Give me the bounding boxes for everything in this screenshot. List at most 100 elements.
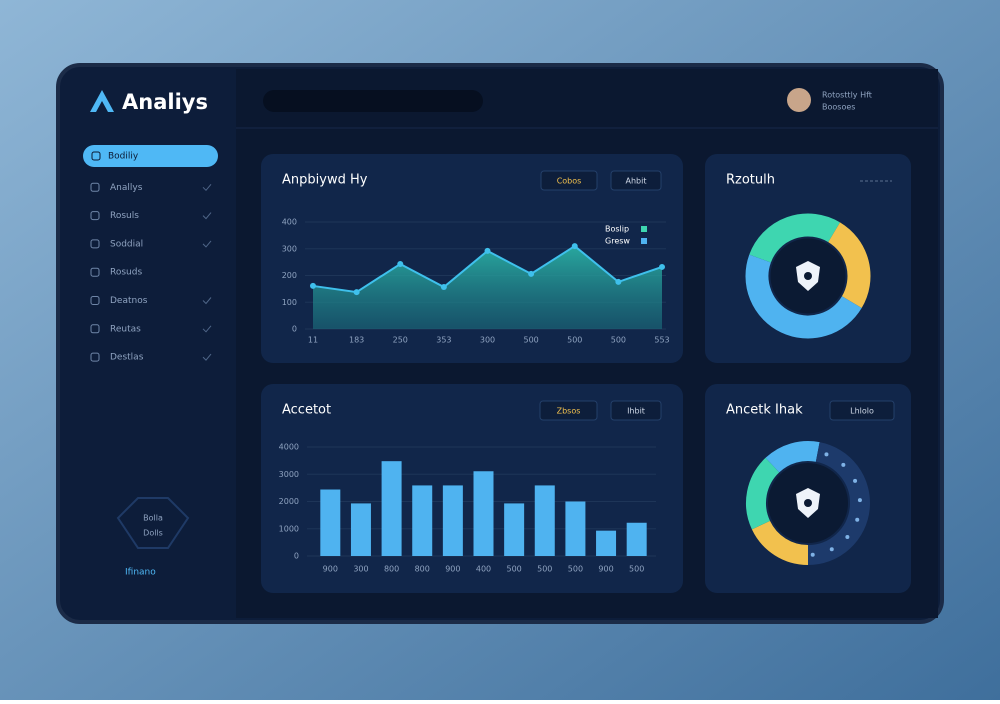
sidebar-item[interactable]: Rosuls [110,211,139,221]
card-title: Rzotulh [726,173,775,188]
bar [381,461,402,556]
donut-segment [745,254,862,339]
donut-dot [855,517,860,522]
point [397,260,404,267]
y-tick-label: 2000 [279,497,299,506]
sidebar-item[interactable]: Reutas [110,324,141,334]
footer-link[interactable]: Ifinano [125,568,156,578]
card-button-label: Zbsos [557,407,581,416]
x-tick-label: 400 [476,565,491,574]
card-button[interactable] [610,400,662,421]
sidebar-item[interactable]: Destlas [110,353,144,363]
card-title: Ancetk Ihak [726,403,803,418]
x-tick-label: 500 [611,336,626,345]
x-tick-label: 500 [506,565,521,574]
bar [534,485,555,556]
sidebar-item[interactable]: Rosuds [110,268,142,278]
shield-mark [804,272,812,280]
x-tick-label: 500 [523,336,538,345]
check-icon [202,353,212,361]
check-icon [202,297,212,305]
bar [504,503,525,556]
card-button-label: Cobos [557,177,582,186]
point [353,289,360,296]
donut-dot [845,534,850,539]
sidebar-active[interactable] [83,145,218,167]
sidebar-icon [90,324,100,334]
point [659,263,665,270]
x-tick-label: 500 [567,336,582,345]
card-button-label: Ahbit [626,177,647,186]
point [571,243,578,250]
point [440,284,447,291]
donut-dot [853,478,858,483]
card-title: Accetot [282,403,331,418]
sidebar-item[interactable]: Anallys [110,183,143,193]
check-icon [202,183,212,192]
y-tick-label: 1000 [279,524,299,533]
bar [565,501,586,556]
legend-label: Boslip [605,225,629,234]
x-tick-label: 800 [415,565,430,574]
card-button[interactable] [829,400,895,421]
user-role: Boosoes [822,103,855,112]
point [310,282,316,289]
donut-dot [829,547,834,552]
sidebar-icon [90,239,100,249]
sidebar-item[interactable]: Bodiliy [108,152,139,162]
sidebar-item[interactable]: Soddial [110,239,143,249]
user-name: Rotosttly Hft [822,91,872,100]
sidebar-icon [90,211,100,221]
x-tick-label: 500 [629,565,644,574]
sidebar-icon [90,296,100,305]
y-tick-label: 0 [294,552,299,561]
card-button-label: Lhlolo [850,407,874,416]
y-tick-label: 0 [292,325,297,334]
card-title: Anpbiywd Hy [282,173,368,188]
x-tick-label: 900 [598,565,613,574]
point [484,247,491,254]
card-button[interactable] [610,170,662,191]
y-tick-label: 300 [282,244,297,253]
legend-label: Gresw [605,237,630,246]
legend-swatch [641,226,647,232]
bar [350,503,371,556]
avatar[interactable] [787,88,811,112]
bar [412,485,433,556]
donut-segment [746,457,780,530]
legend-swatch [641,238,647,244]
sidebar-icon [90,267,100,277]
bar [596,530,617,556]
card-button[interactable] [540,170,598,191]
x-tick-label: 800 [384,565,399,574]
x-tick-label: 500 [537,565,552,574]
badge-label: Dolls [143,529,163,538]
shield-mark [804,499,812,507]
x-tick-label: 250 [393,336,408,345]
y-tick-label: 200 [282,271,297,280]
bar [473,471,494,556]
donut-dot [824,452,829,457]
check-icon [202,325,212,333]
y-tick-label: 4000 [279,443,299,452]
donut-dot [841,462,846,467]
x-tick-label: 353 [436,336,451,345]
bar [626,522,647,556]
logo [90,90,114,112]
donut-segment [765,441,820,473]
bar [442,485,463,556]
sidebar-icon [90,352,100,362]
badge [116,497,190,549]
x-tick-label: 183 [349,336,364,345]
card-button[interactable] [539,400,598,421]
search-bar[interactable] [263,90,483,112]
sidebar-item[interactable]: Deatnos [110,296,148,306]
x-tick-label: 300 [480,336,495,345]
donut-segment [751,520,809,565]
donut-dot [857,498,862,503]
x-tick-label: 300 [353,565,368,574]
badge-label: Bolla [143,514,163,523]
donut-dot [810,552,815,557]
point [528,270,535,277]
